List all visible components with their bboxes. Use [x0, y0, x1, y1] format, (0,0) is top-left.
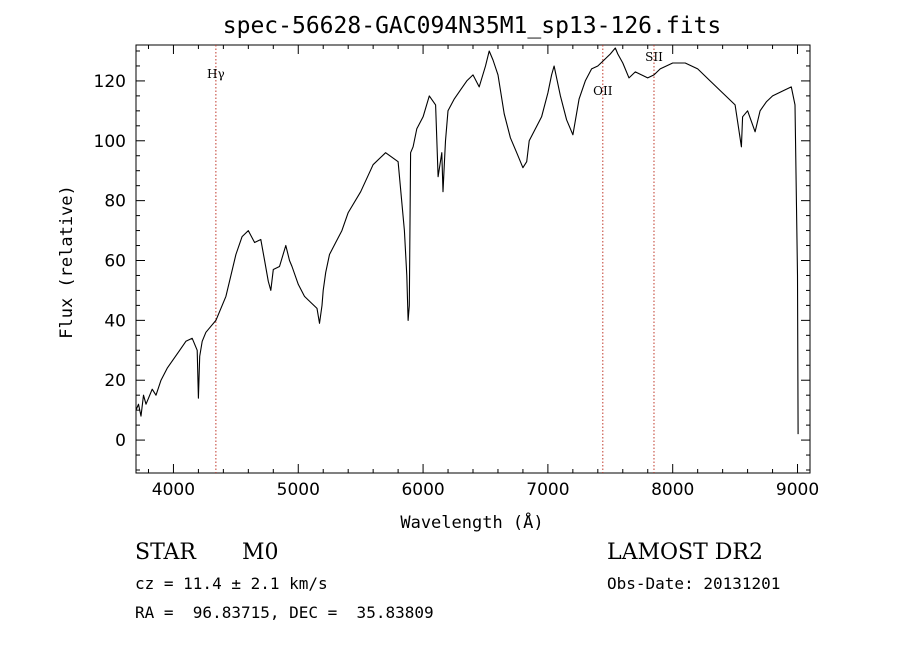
plot-frame — [135, 44, 811, 474]
plot-axes: 4000 5000 6000 7000 8000 9000 0 20 40 60 80 100 120 — [94, 44, 819, 500]
coordinates-text: RA = 96.83715, DEC = 35.83809 — [135, 603, 434, 622]
y-axis-title: Flux (relative) — [57, 185, 77, 339]
redshift-text: cz = 11.4 ± 2.1 km/s — [135, 574, 328, 593]
line-markers: Hγ OII SII — [207, 45, 663, 473]
line-marker-label: Hγ — [207, 67, 225, 81]
object-class: STAR — [135, 540, 196, 565]
y-tick-label: 20 — [104, 371, 126, 391]
x-tick-label: 5000 — [277, 480, 320, 500]
survey-label: LAMOST DR2 — [607, 540, 763, 565]
y-tick-label: 80 — [104, 192, 126, 212]
obs-date-text: Obs-Date: 20131201 — [607, 574, 781, 593]
y-tick-label: 120 — [94, 72, 126, 92]
spectrum-series — [135, 47, 799, 435]
x-axis-title: Wavelength (Å) — [400, 511, 543, 533]
y-tick-label: 60 — [104, 251, 126, 271]
y-tick-label: 100 — [94, 132, 126, 152]
x-tick-label: 6000 — [401, 480, 444, 500]
spectrum-line — [135, 47, 799, 435]
x-tick-label: 7000 — [526, 480, 569, 500]
object-subclass: M0 — [242, 540, 279, 565]
chart-title: spec-56628-GAC094N35M1_sp13-126.fits — [223, 13, 722, 39]
x-tick-label: 9000 — [776, 480, 819, 500]
line-marker-label: SII — [645, 50, 663, 64]
x-tick-label: 8000 — [651, 480, 694, 500]
y-tick-label: 0 — [115, 431, 126, 451]
y-tick-label: 40 — [104, 311, 126, 331]
line-marker-label: OII — [593, 84, 613, 98]
x-tick-label: 4000 — [152, 480, 195, 500]
